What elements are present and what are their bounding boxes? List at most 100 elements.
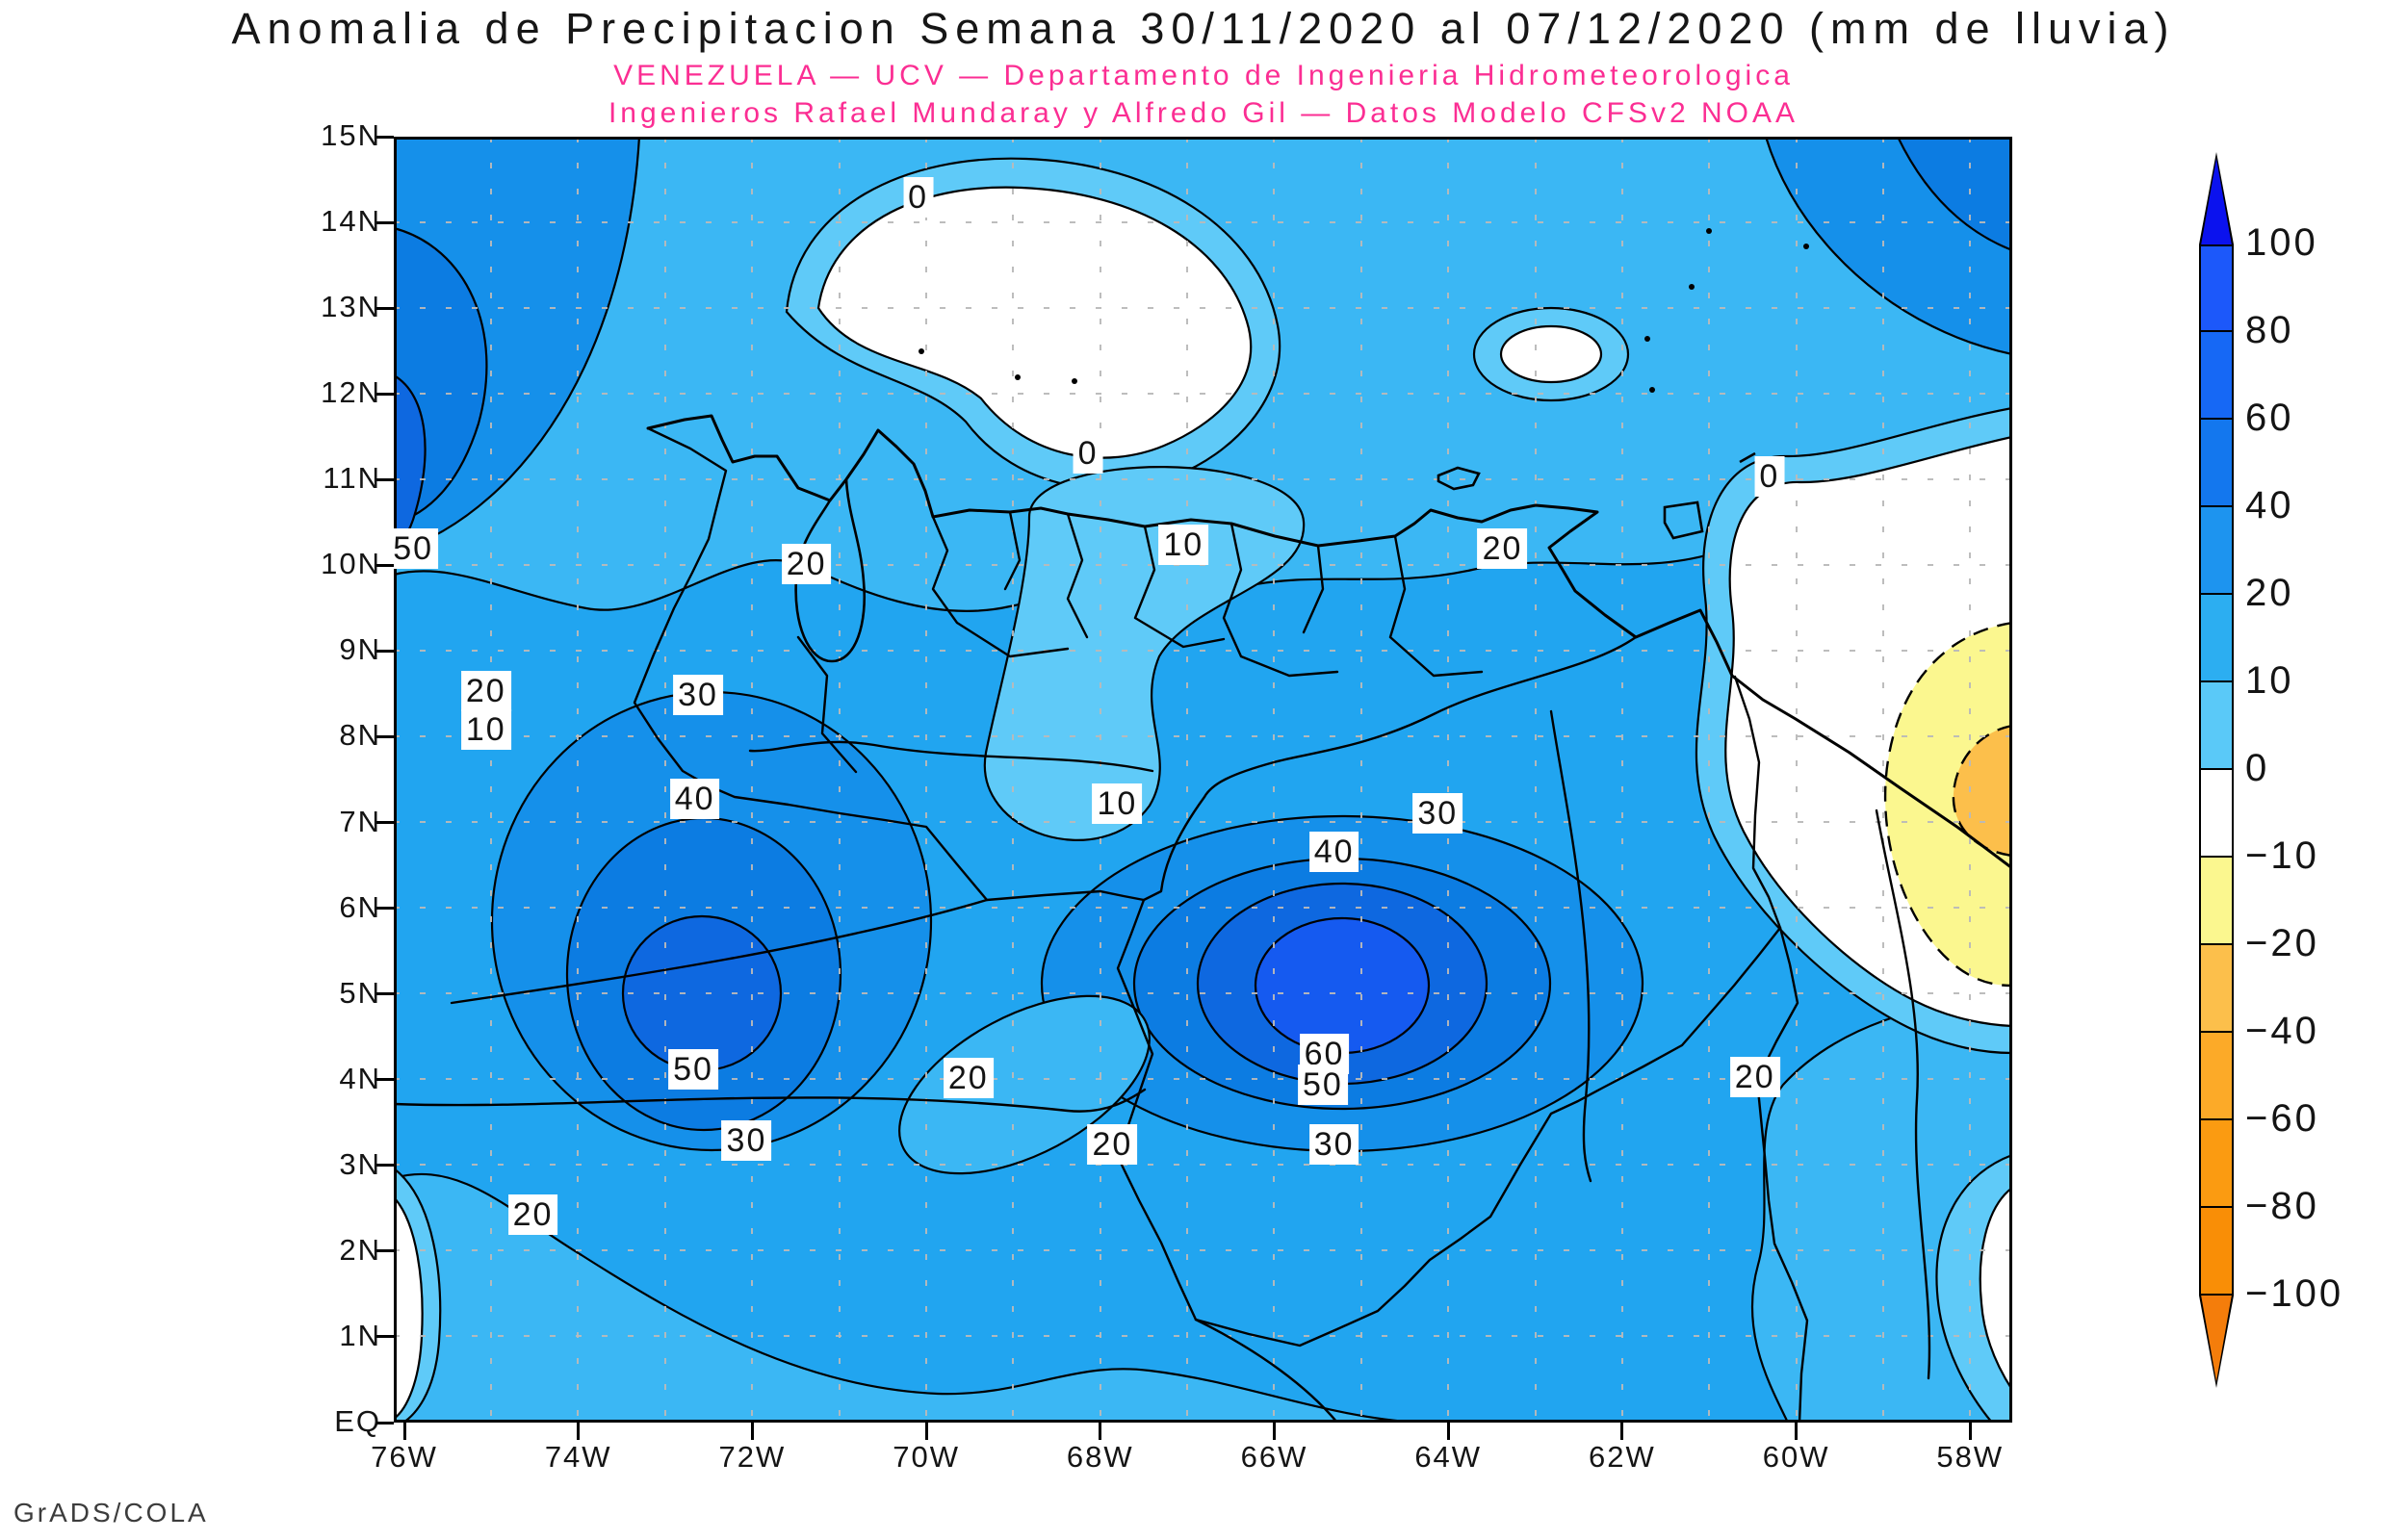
brazil-border	[1194, 926, 1782, 1348]
contour-label-20: 20	[507, 1194, 558, 1235]
lat-tick-mark	[376, 992, 394, 996]
lat-tick-label: 9N	[339, 632, 381, 667]
contour-label-10: 10	[460, 708, 511, 750]
colorbar-tick-label: −40	[2245, 1010, 2319, 1052]
contour-label-20: 20	[1729, 1056, 1780, 1097]
lon-tick-label: 68W	[1066, 1440, 1134, 1474]
contour-label-0: 0	[1754, 455, 1785, 497]
colorbar-segment	[2199, 945, 2234, 1033]
lon-tick-label: 58W	[1936, 1440, 2005, 1474]
colorbar-tick-label: 80	[2245, 309, 2294, 351]
colorbar-tick-label: 20	[2245, 572, 2294, 614]
lon-tick-mark	[1273, 1423, 1276, 1440]
page-title: Anomalia de Precipitacion Semana 30/11/2…	[231, 4, 2176, 53]
antilles-islets	[919, 228, 1809, 393]
lat-tick-label: 3N	[339, 1146, 381, 1181]
contour-label-10: 10	[1158, 524, 1209, 565]
state-boundaries	[796, 510, 1484, 774]
lat-tick-label: 1N	[339, 1318, 381, 1352]
lat-tick-label: 8N	[339, 718, 381, 753]
grads-credit: GrADS/COLA	[13, 1498, 209, 1527]
lon-tick-mark	[1620, 1423, 1624, 1440]
apure-river	[748, 740, 1154, 773]
negative-20-core	[1952, 724, 2012, 858]
fill-band-10-20-saddle	[898, 994, 1151, 1175]
colombia-border	[633, 426, 1198, 1322]
essequibo-river	[1875, 808, 1931, 1380]
colorbar-arrow-bottom	[2199, 1296, 2234, 1388]
lat-tick-label: EQ	[334, 1404, 381, 1439]
contour-label-0: 0	[1073, 432, 1103, 474]
lat-tick-mark	[376, 907, 394, 911]
plot-frame	[394, 137, 2012, 1423]
lon-tick-label: 66W	[1240, 1440, 1308, 1474]
coastline-borders	[394, 228, 2012, 1423]
caribbean-coastline	[646, 414, 2012, 870]
lat-tick-label: 7N	[339, 804, 381, 838]
lat-tick-mark	[376, 477, 394, 481]
trinidad-island	[1663, 500, 1704, 540]
colorbar-segment	[2199, 1120, 2234, 1208]
contour-label-30: 30	[1412, 792, 1463, 834]
colorbar-tick-label: −80	[2245, 1185, 2319, 1227]
colorbar-segment	[2199, 332, 2234, 420]
lon-tick-mark	[402, 1423, 406, 1440]
colorbar-tick-label: 10	[2245, 659, 2294, 702]
subtitle-institution: VENEZUELA — UCV — Departamento de Ingeni…	[613, 60, 1794, 91]
latitude-axis: 15N 14N 13N 12N 11N 10N 9N 8N 7N 6N 5N 4N 3N 2N 1N EQ	[0, 0, 394, 1540]
contour-label-40: 40	[1308, 831, 1359, 872]
lat-tick-label: 2N	[339, 1232, 381, 1267]
colorbar-tick-label: 100	[2245, 221, 2318, 264]
lat-tick-mark	[376, 734, 394, 738]
fill-band-0-10-center	[983, 466, 1306, 841]
lon-tick-mark	[1968, 1423, 1972, 1440]
lat-tick-mark	[376, 220, 394, 224]
lat-tick-label: 11N	[323, 461, 381, 496]
colorbar-segment	[2199, 1208, 2234, 1296]
lon-tick-label: 64W	[1414, 1440, 1483, 1474]
contour-label-0: 0	[903, 176, 934, 218]
contour-label-50: 50	[668, 1048, 718, 1090]
lon-tick-mark	[1099, 1423, 1102, 1440]
lat-tick-label: 13N	[321, 290, 381, 324]
lat-tick-mark	[376, 1249, 394, 1253]
contour-label-50: 50	[1297, 1064, 1348, 1105]
tobago-island	[1739, 451, 1756, 464]
lat-tick-label: 5N	[339, 975, 381, 1010]
lat-tick-mark	[376, 1078, 394, 1082]
lat-tick-mark	[376, 563, 394, 567]
colorbar-segments	[2199, 244, 2234, 1296]
colorbar-segment	[2199, 1033, 2234, 1120]
lat-tick-label: 14N	[321, 204, 381, 239]
contour-label-40: 40	[669, 779, 720, 820]
lon-tick-label: 76W	[371, 1440, 438, 1474]
lon-tick-mark	[1795, 1423, 1799, 1440]
lon-tick-label: 70W	[893, 1440, 960, 1474]
meta-river	[450, 898, 989, 1005]
contour-label-20: 20	[943, 1057, 994, 1098]
lat-tick-mark	[376, 821, 394, 825]
map-plot-area: 50 20 10 20 0 0 0 20 10 30 40 10 40 30 60 50 50 30 20 20 20 3…	[388, 137, 2012, 1423]
lon-tick-mark	[924, 1423, 928, 1440]
contour-label-20: 20	[460, 670, 511, 711]
colorbar-segment	[2199, 244, 2234, 332]
lon-tick-label: 62W	[1589, 1440, 1656, 1474]
guyana-border	[1733, 675, 1809, 1423]
contour-label-layer: 50 20 10 20 0 0 0 20 10 30 40 10 40 30 60 50 50 30 20 20 20 3…	[388, 137, 2012, 1423]
orinoco-river	[1142, 635, 1638, 902]
colorbar-tick-label: 40	[2245, 484, 2294, 526]
map-canvas	[394, 137, 2012, 1423]
lat-tick-label: 6N	[339, 889, 381, 924]
contour-label-30: 30	[673, 674, 723, 715]
colorbar-segment	[2199, 770, 2234, 858]
guaviare-river	[394, 1088, 1147, 1113]
subtitle-authors: Ingenieros Rafael Mundaray y Alfredo Gil…	[608, 97, 1799, 129]
colorbar-tick-label: 60	[2245, 397, 2294, 439]
colorbar-tick-label: −100	[2245, 1272, 2344, 1315]
lat-tick-label: 4N	[339, 1061, 381, 1095]
caroni-river	[1549, 709, 1592, 1183]
lat-tick-label: 15N	[321, 118, 381, 152]
colorbar-tick-label: 0	[2245, 747, 2270, 789]
